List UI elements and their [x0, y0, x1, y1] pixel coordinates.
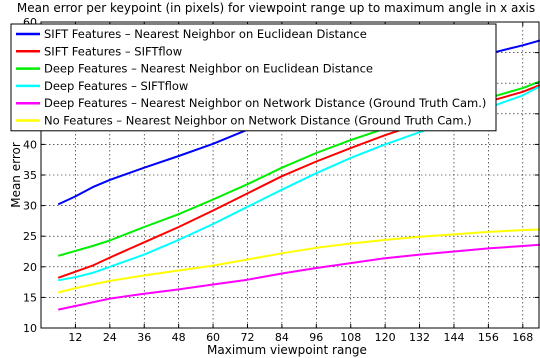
legend-entry: Deep Features – SIFTflow — [44, 79, 188, 93]
y-tick-label: 15 — [23, 291, 37, 304]
series-line-5 — [57, 243, 540, 311]
chart-title: Mean error per keypoint (in pixels) for … — [17, 1, 535, 15]
x-tick-label: 84 — [275, 331, 289, 344]
x-tick-label: 168 — [512, 331, 533, 344]
series-line-6 — [57, 228, 540, 294]
y-tick-label: 25 — [23, 230, 37, 243]
x-axis-label: Maximum viewpoint range — [207, 343, 367, 357]
legend-box — [10, 23, 497, 132]
x-tick-label: 144 — [443, 331, 464, 344]
y-tick-label: 10 — [23, 322, 37, 335]
y-tick-label: 30 — [23, 200, 37, 213]
y-tick-label: 40 — [23, 138, 37, 151]
x-tick-label: 156 — [478, 331, 499, 344]
y-axis-label: Mean error — [9, 142, 23, 208]
x-tick-label: 72 — [240, 331, 254, 344]
x-tick-label: 120 — [375, 331, 396, 344]
legend-entry: No Features – Nearest Neighbor on Networ… — [44, 114, 472, 128]
x-tick-label: 48 — [172, 331, 186, 344]
legend-entry: SIFT Features – Nearest Neighbor on Eucl… — [44, 27, 367, 41]
x-tick-label: 36 — [137, 331, 151, 344]
x-tick-label: 132 — [409, 331, 430, 344]
legend-entry: Deep Features – Nearest Neighbor on Eucl… — [44, 62, 373, 76]
x-tick-label: 108 — [340, 331, 361, 344]
x-tick-label: 24 — [103, 331, 117, 344]
legend-entry: Deep Features – Nearest Neighbor on Netw… — [44, 96, 486, 110]
x-tick-label: 12 — [68, 331, 82, 344]
grid-lines — [41, 22, 540, 328]
legend-entry: SIFT Features – SIFTflow — [44, 44, 182, 58]
y-tick-label: 20 — [23, 261, 37, 274]
y-tick-label: 35 — [23, 169, 37, 182]
x-tick-label: 60 — [206, 331, 220, 344]
x-tick-label: 96 — [309, 331, 323, 344]
legend: SIFT Features – Nearest Neighbor on Eucl… — [10, 23, 497, 132]
